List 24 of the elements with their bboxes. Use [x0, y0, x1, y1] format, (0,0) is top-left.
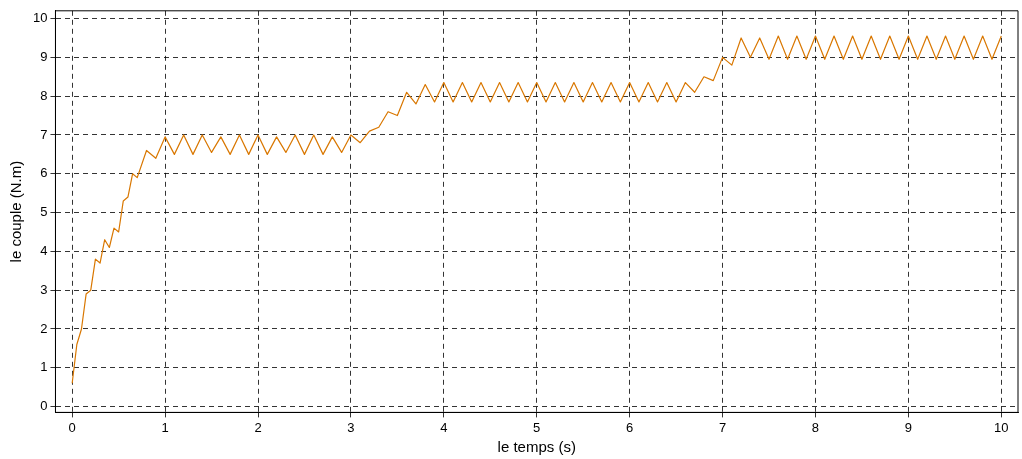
x-axis-title: le temps (s)	[497, 438, 576, 456]
x-tick-label: 10	[994, 419, 1009, 435]
x-tick-label: 6	[626, 419, 634, 435]
x-tick-label: 3	[347, 419, 355, 435]
y-tick-label: 1	[40, 359, 48, 375]
y-tick-label: 2	[40, 320, 48, 336]
y-tick-label: 8	[40, 87, 48, 103]
y-tick-label: 0	[40, 398, 48, 414]
x-tick-label: 8	[811, 419, 820, 435]
y-tick-label: 6	[40, 165, 48, 181]
y-tick-label: 10	[32, 10, 48, 26]
x-tick-label: 7	[718, 419, 727, 435]
y-tick-label: 7	[40, 126, 48, 142]
x-tick-label: 1	[161, 419, 169, 435]
y-axis-title: le couple (N.m)	[7, 160, 25, 263]
y-tick-label: 4	[40, 242, 48, 258]
x-tick-label: 4	[440, 419, 448, 435]
y-tick-label: 5	[40, 204, 48, 220]
x-tick-label: 5	[533, 419, 541, 435]
x-tick-label: 2	[254, 419, 262, 435]
y-tick-label: 3	[40, 281, 48, 297]
y-tick-label: 9	[40, 48, 48, 64]
x-tick-label: 0	[68, 419, 76, 435]
x-tick-label: 9	[904, 419, 912, 435]
